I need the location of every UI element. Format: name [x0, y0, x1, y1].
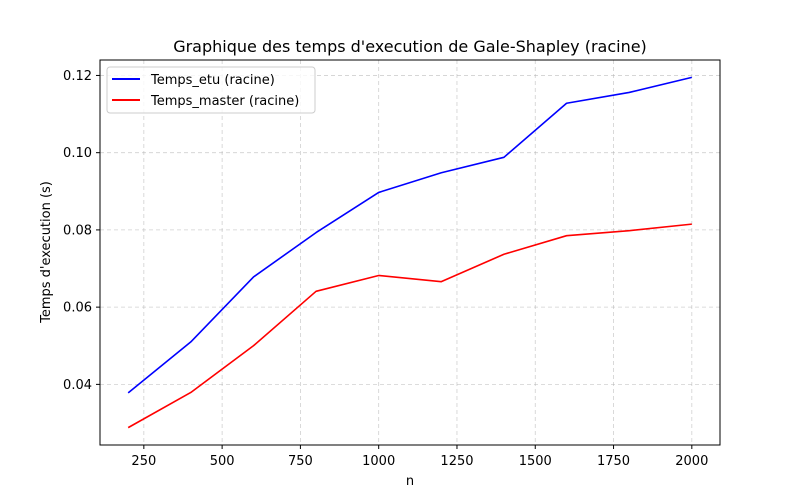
- x-tick-label: 1000: [362, 454, 395, 469]
- y-tick-label: 0.04: [63, 378, 92, 393]
- y-tick-label: 0.06: [63, 301, 92, 316]
- x-axis-label: n: [406, 474, 414, 489]
- series-line-temps-master: [127, 223, 692, 429]
- x-tick-label: 1250: [440, 454, 473, 469]
- series-line-temps-etu: [127, 76, 693, 394]
- y-tick-label: 0.08: [63, 223, 92, 238]
- x-tick-label: 2000: [675, 454, 708, 469]
- y-axis: 0.04 0.06 0.08 0.10 0.12: [63, 69, 100, 393]
- legend: Temps_etu (racine) Temps_master (racine): [106, 66, 316, 114]
- x-tick-label: 500: [210, 454, 235, 469]
- x-tick-label: 250: [131, 454, 156, 469]
- plot-frame: [99, 59, 721, 446]
- legend-box: [106, 66, 316, 114]
- grid: [100, 60, 720, 445]
- y-tick-label: 0.12: [63, 69, 92, 84]
- x-axis: 250 500 750 1000 1250 1500 1750 2000: [131, 445, 708, 469]
- chart-title: Graphique des temps d'execution de Gale-…: [173, 37, 647, 56]
- x-tick-label: 1750: [597, 454, 630, 469]
- legend-label-temps-etu: Temps_etu (racine): [150, 73, 275, 88]
- series-lines: [127, 76, 693, 429]
- x-tick-label: 750: [288, 454, 313, 469]
- legend-label-temps-master: Temps_master (racine): [150, 94, 299, 109]
- y-tick-label: 0.10: [63, 146, 92, 161]
- y-axis-label: Temps d'execution (s): [39, 181, 54, 324]
- x-tick-label: 1500: [519, 454, 552, 469]
